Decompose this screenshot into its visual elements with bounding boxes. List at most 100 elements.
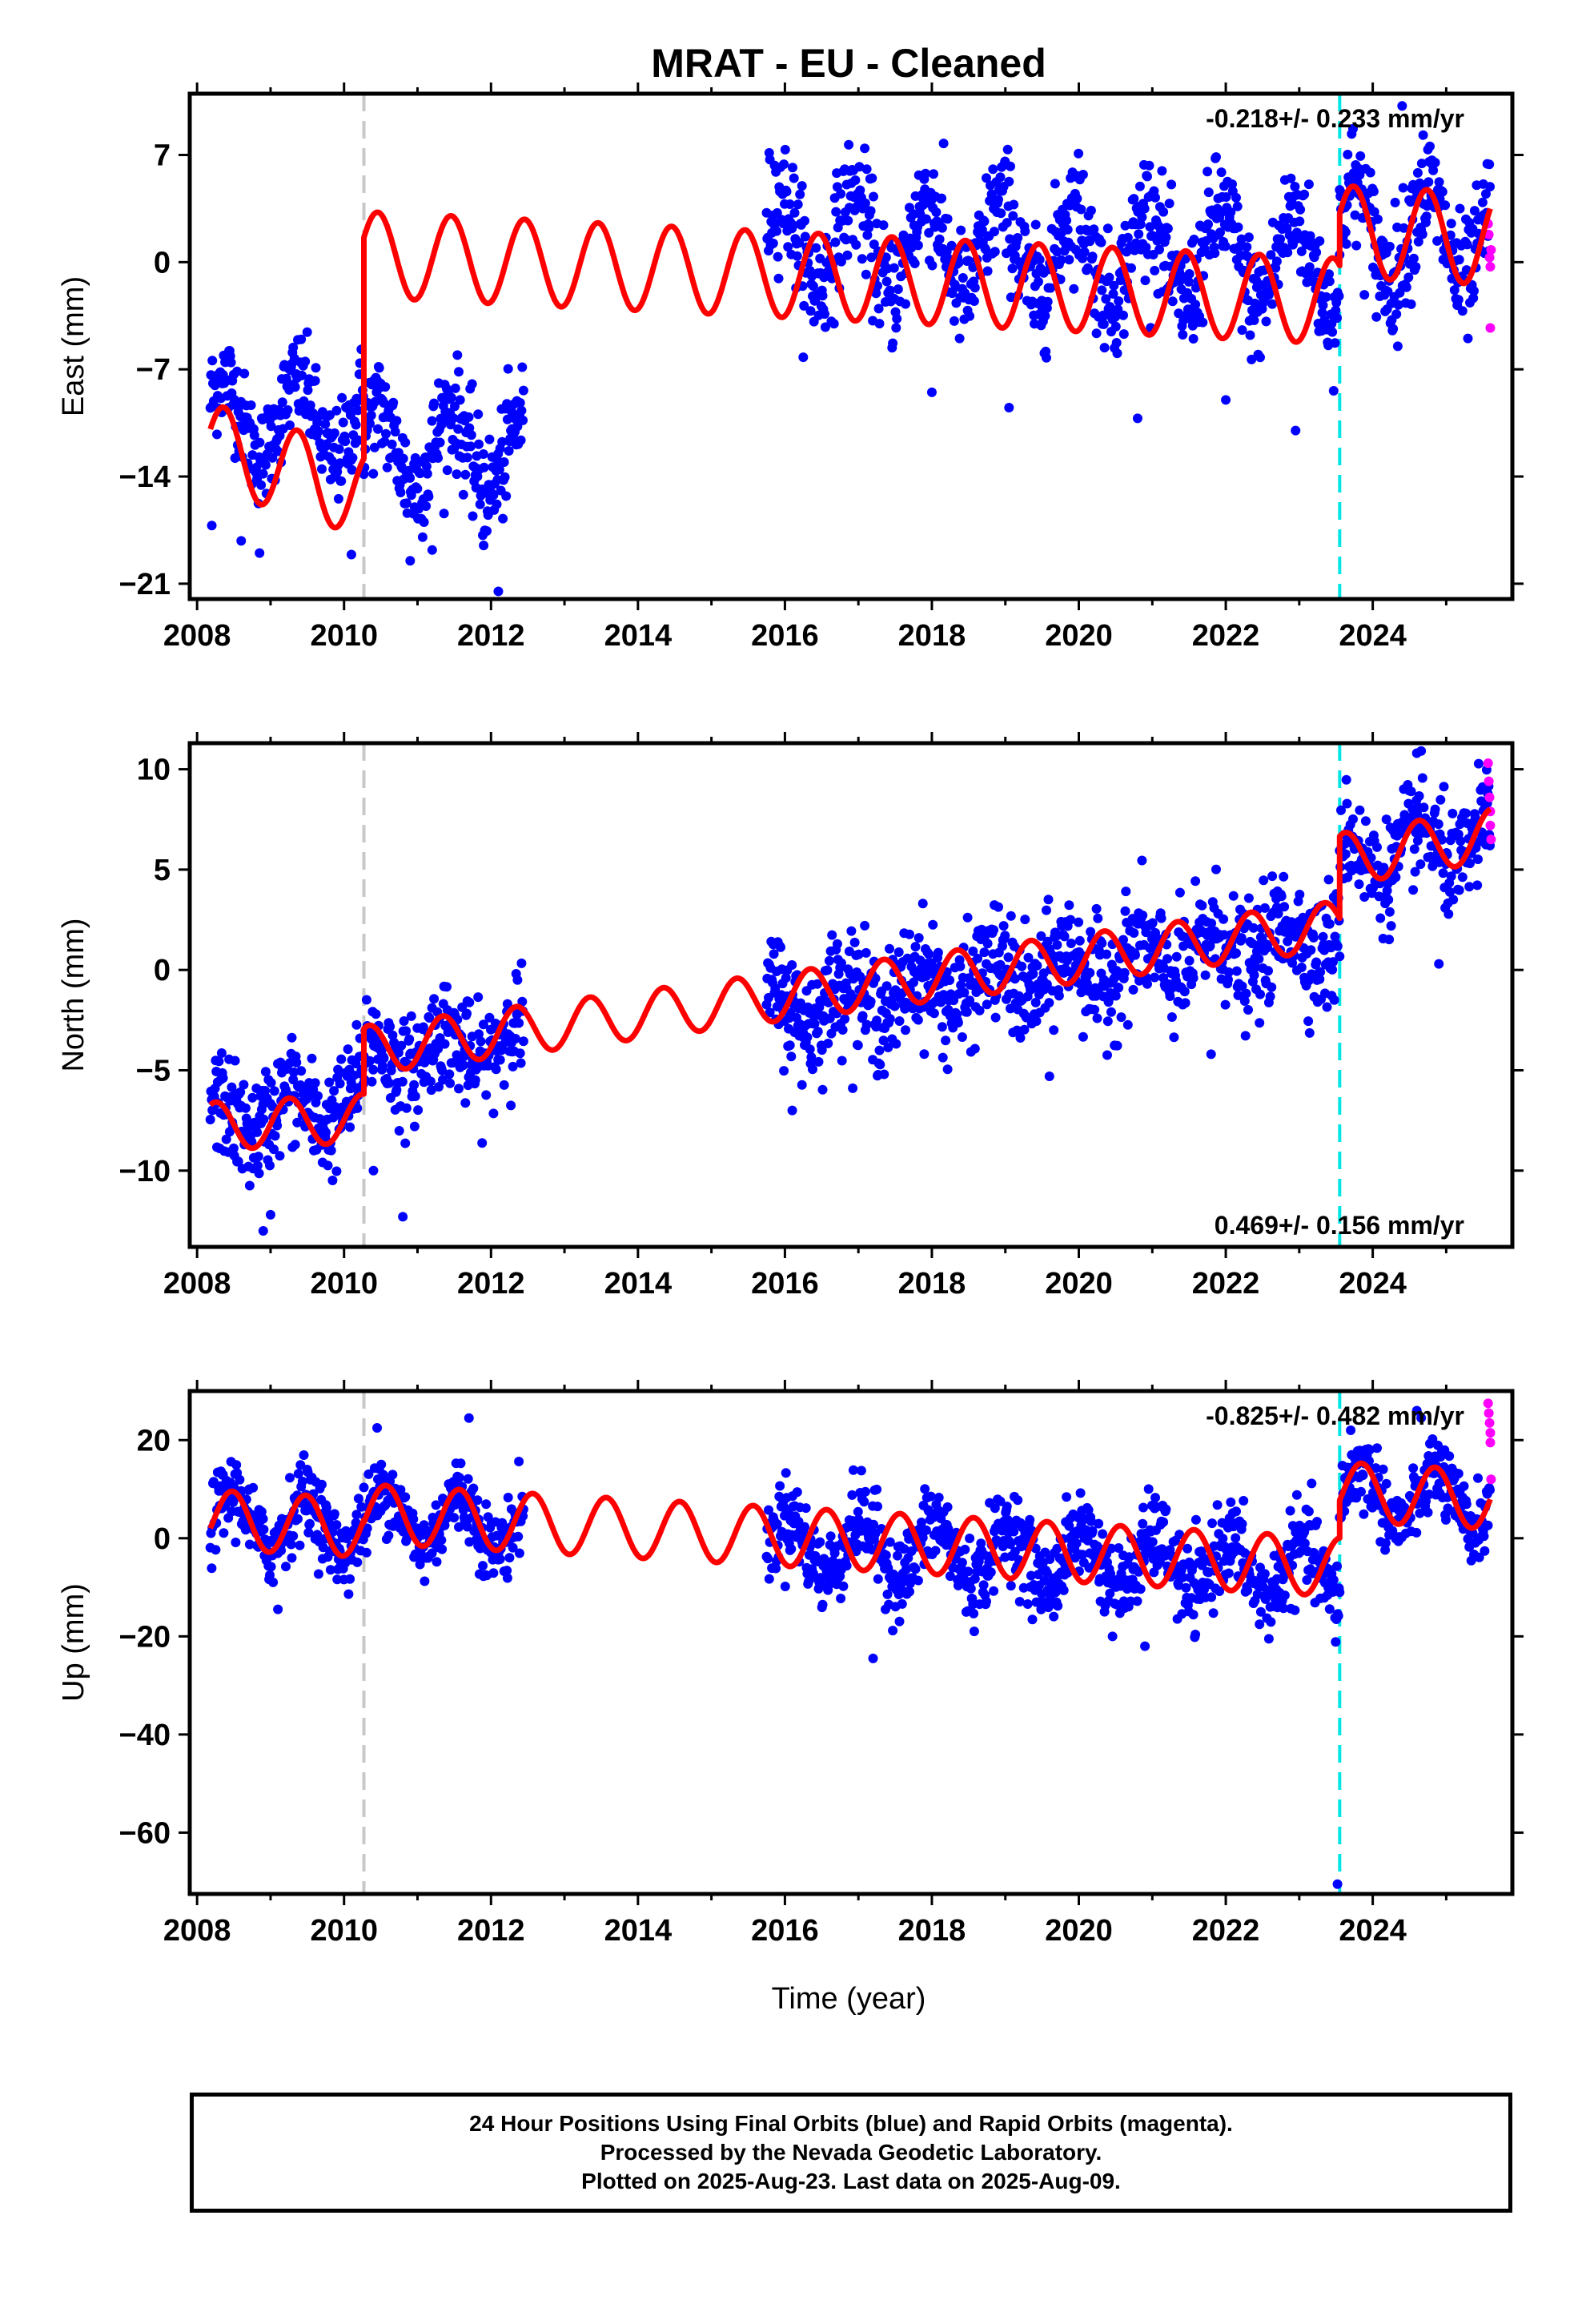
data-point bbox=[974, 1005, 985, 1015]
data-point bbox=[345, 1122, 355, 1132]
data-point bbox=[942, 1064, 953, 1075]
data-point bbox=[290, 1140, 300, 1150]
data-point bbox=[255, 437, 265, 448]
data-point bbox=[514, 1457, 524, 1466]
data-point bbox=[796, 998, 805, 1008]
data-point bbox=[979, 947, 990, 958]
rapid-orbit-point bbox=[1486, 245, 1496, 255]
data-point bbox=[1078, 1550, 1088, 1560]
data-point bbox=[399, 1016, 409, 1026]
data-point bbox=[1150, 265, 1160, 275]
data-point bbox=[861, 1019, 872, 1030]
data-point bbox=[1116, 1012, 1126, 1023]
data-point bbox=[917, 899, 928, 909]
data-point bbox=[420, 1576, 430, 1586]
data-point bbox=[891, 323, 901, 333]
data-point bbox=[1355, 170, 1365, 180]
data-point bbox=[391, 416, 402, 426]
data-point bbox=[303, 385, 313, 396]
data-point bbox=[464, 997, 475, 1007]
data-point bbox=[1191, 1630, 1201, 1639]
data-point bbox=[1118, 329, 1129, 340]
data-point bbox=[287, 1553, 297, 1563]
data-point bbox=[829, 319, 839, 329]
data-point bbox=[817, 291, 828, 301]
data-point bbox=[1178, 941, 1189, 951]
data-point bbox=[502, 1573, 512, 1583]
data-point bbox=[400, 437, 411, 448]
x-tick-label: 2024 bbox=[1339, 1914, 1407, 1948]
data-point bbox=[1025, 1514, 1035, 1525]
data-point bbox=[1391, 872, 1401, 883]
data-point bbox=[296, 334, 307, 344]
data-point bbox=[797, 1080, 807, 1090]
data-point bbox=[1273, 908, 1283, 919]
final-orbit-points bbox=[205, 746, 1495, 1191]
data-point bbox=[1249, 316, 1259, 325]
data-point bbox=[405, 472, 416, 483]
data-point bbox=[949, 316, 959, 326]
data-point bbox=[1223, 1568, 1234, 1578]
data-point bbox=[970, 1043, 980, 1054]
data-point bbox=[1483, 1520, 1493, 1530]
data-point bbox=[260, 1086, 271, 1096]
data-point bbox=[1161, 232, 1171, 243]
rate-label-up: -0.825+/- 0.482 mm/yr bbox=[1206, 1401, 1464, 1430]
data-point bbox=[332, 1574, 343, 1585]
data-point bbox=[855, 185, 865, 195]
data-point bbox=[1372, 1443, 1382, 1454]
data-point bbox=[1097, 938, 1107, 948]
data-point bbox=[473, 409, 484, 420]
data-point bbox=[813, 1056, 824, 1067]
data-point bbox=[1311, 247, 1322, 258]
data-point bbox=[973, 953, 983, 963]
data-point bbox=[1022, 1599, 1033, 1609]
data-point bbox=[926, 1491, 936, 1502]
data-point bbox=[1303, 1016, 1314, 1027]
data-point bbox=[377, 1061, 387, 1072]
data-point bbox=[781, 973, 791, 983]
data-point bbox=[1461, 265, 1472, 275]
data-point bbox=[1174, 1580, 1184, 1590]
data-point bbox=[462, 452, 472, 463]
data-point bbox=[881, 1550, 891, 1561]
data-point bbox=[894, 1616, 905, 1626]
data-point bbox=[1303, 179, 1314, 190]
data-point bbox=[1030, 997, 1041, 1007]
outlier-point bbox=[258, 1225, 268, 1236]
data-point bbox=[786, 1051, 797, 1062]
data-point bbox=[1026, 985, 1035, 995]
data-point bbox=[943, 1524, 954, 1534]
data-point bbox=[977, 225, 987, 235]
data-point bbox=[1315, 236, 1325, 246]
data-point bbox=[460, 1098, 471, 1108]
data-point bbox=[325, 1565, 335, 1575]
outlier-point bbox=[1323, 875, 1334, 885]
data-point bbox=[825, 1531, 836, 1542]
data-point bbox=[288, 1531, 299, 1541]
data-point bbox=[885, 1537, 895, 1547]
data-point bbox=[310, 1078, 320, 1088]
data-point bbox=[773, 273, 784, 283]
data-point bbox=[783, 242, 793, 252]
data-point bbox=[1481, 189, 1491, 199]
data-point bbox=[1393, 300, 1403, 310]
data-point bbox=[982, 266, 993, 276]
data-point bbox=[1056, 255, 1066, 265]
rate-label-north: 0.469+/- 0.156 mm/yr bbox=[1215, 1211, 1464, 1240]
data-point bbox=[226, 357, 236, 368]
rapid-orbit-point bbox=[1485, 262, 1496, 272]
data-point bbox=[384, 1078, 395, 1088]
x-tick-label: 2010 bbox=[310, 1914, 378, 1948]
x-tick-label: 2010 bbox=[310, 1267, 378, 1301]
data-point bbox=[502, 999, 512, 1009]
data-point bbox=[1120, 906, 1130, 916]
data-point bbox=[421, 501, 432, 511]
data-point bbox=[1413, 236, 1423, 247]
data-point bbox=[1043, 895, 1054, 905]
data-point bbox=[305, 400, 315, 411]
data-point bbox=[1243, 893, 1254, 903]
data-point bbox=[843, 215, 853, 226]
data-point bbox=[1306, 945, 1316, 955]
data-point bbox=[875, 1059, 885, 1070]
